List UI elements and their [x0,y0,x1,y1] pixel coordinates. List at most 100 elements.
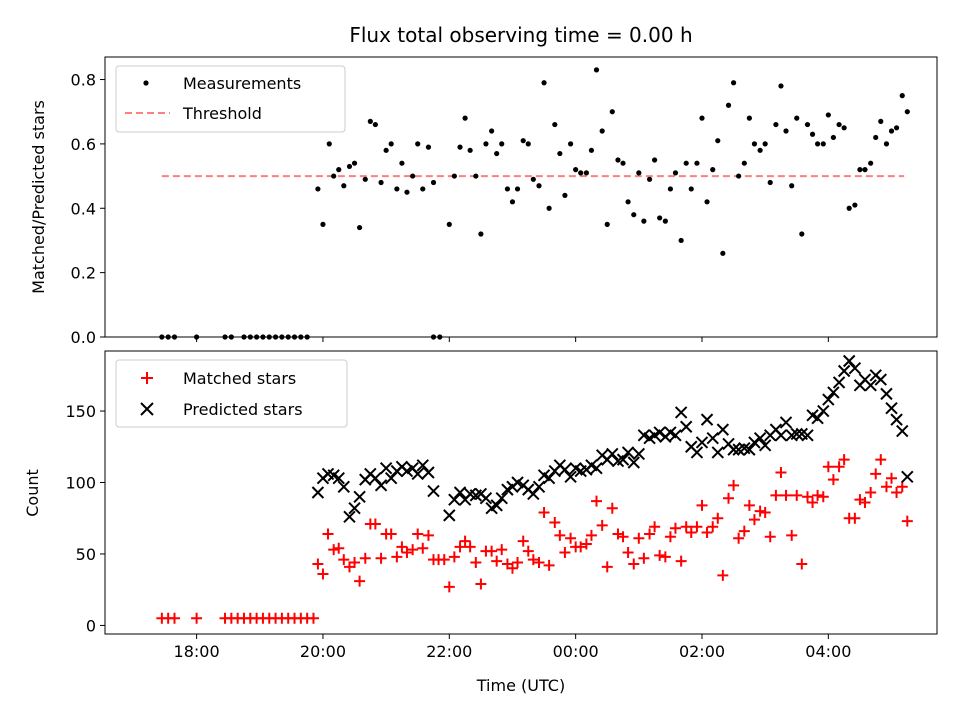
data-point [832,376,846,389]
data-point [448,493,461,506]
data-point [780,489,792,501]
data-point [880,481,892,493]
data-point [512,557,524,569]
data-point [754,505,766,517]
data-point [836,121,842,128]
data-point [490,499,503,512]
data-point [762,141,768,147]
data-point [222,334,228,340]
data-point [838,454,850,466]
data-point [701,527,713,539]
data-point [554,529,566,541]
data-point [443,509,456,522]
data-point [533,557,545,569]
top-data-marks [159,67,910,340]
data-point [557,150,563,157]
data-point [706,431,719,445]
data-point [646,176,653,182]
data-point [394,186,400,192]
data-point [588,147,595,153]
data-point [767,179,773,186]
data-point [644,528,656,540]
x-tick-label: 00:00 [553,642,599,661]
data-point [878,118,884,124]
data-point [359,552,371,564]
bottom-x-ticks: 18:00 20:00 22:00 00:00 02:00 04:00 [174,634,851,661]
data-point [543,559,555,571]
data-point [336,167,342,173]
data-point [489,128,495,134]
data-point [717,569,729,581]
data-point [807,497,819,509]
data-point [617,531,629,543]
data-point [341,183,347,189]
data-point [657,215,663,221]
x-tick-label: 22:00 [426,642,472,661]
top-plot-frame [104,56,938,338]
data-point [362,176,368,182]
y-tick-label: 0.4 [71,199,96,218]
data-point [527,487,540,501]
data-point [388,141,394,147]
data-point [817,404,830,418]
data-point [901,515,913,527]
data-point [815,141,821,147]
y-tick-label: 0.8 [71,71,96,90]
data-point [404,189,410,195]
data-point [886,472,898,484]
data-point [707,521,719,533]
data-point [165,334,171,340]
data-point [351,160,358,166]
chart-title: Flux total observing time = 0.00 h [349,23,692,47]
data-point [491,555,503,567]
data-point [420,186,426,192]
data-point [328,544,340,556]
data-point [730,80,737,86]
data-point [710,167,716,173]
data-point [633,532,645,544]
data-point [416,459,429,472]
data-point [896,481,908,493]
data-point [311,486,325,499]
data-point [812,489,824,501]
data-point [191,612,203,624]
top-legend: Measurements Threshold [115,65,346,133]
data-point [517,535,529,547]
data-point [333,542,345,554]
bottom-plot-frame [104,350,938,635]
data-point [778,83,784,89]
data-point [590,461,603,475]
data-point [527,554,539,566]
data-point [662,218,668,224]
data-point [864,379,877,392]
data-point [901,470,914,483]
data-point [536,183,542,189]
data-point [538,507,550,519]
data-point [379,461,393,475]
data-point [473,173,479,179]
data-point [254,334,260,340]
top-x-ticks [196,337,829,342]
data-point [759,507,771,519]
data-point [874,373,887,386]
data-point [573,167,579,173]
data-point [675,555,687,567]
data-point [532,480,546,493]
data-point [549,517,561,529]
data-point [601,561,613,573]
data-point [417,542,429,554]
data-point [720,250,726,256]
data-point [616,453,630,466]
data-point [620,160,626,166]
y-tick-label: 150 [65,402,96,421]
data-point [383,147,389,153]
data-point [837,364,851,378]
data-point [425,144,432,150]
data-point [422,529,434,541]
data-point [625,199,631,205]
data-point [775,466,787,478]
x-axis-label: Time (UTC) [476,676,565,695]
data-point [343,510,356,524]
data-point [590,495,602,507]
data-point [833,461,845,473]
